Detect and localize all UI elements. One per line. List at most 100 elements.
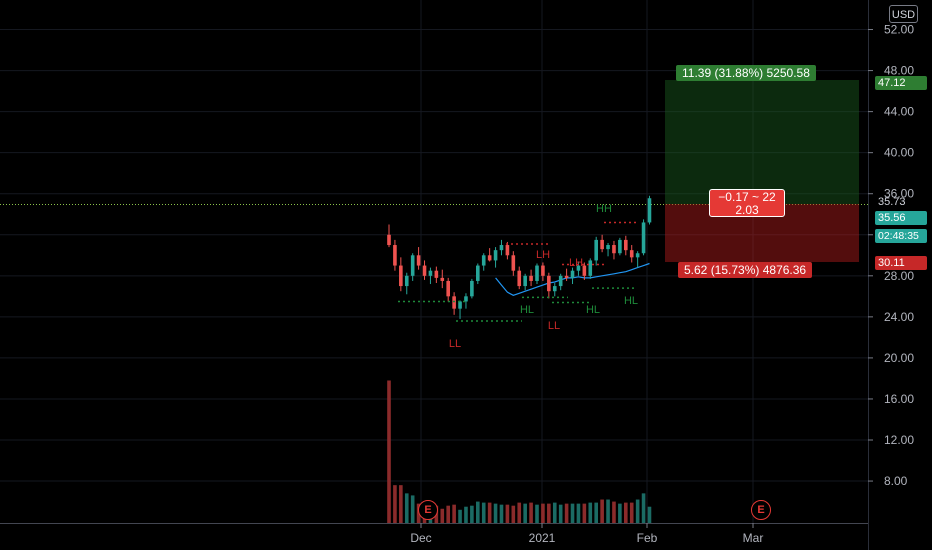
volume-bar <box>464 506 468 523</box>
candle-body[interactable] <box>493 250 498 261</box>
price-tick-label: 12.00 <box>884 433 914 447</box>
volume-bar <box>387 380 391 523</box>
volume-bar <box>535 504 539 523</box>
time-tick-label: Dec <box>410 531 431 545</box>
candle-body[interactable] <box>464 296 468 302</box>
time-tick-label: Mar <box>743 531 764 545</box>
price-axis[interactable]: 52.0048.0044.0040.0036.0032.0028.0024.00… <box>868 23 914 489</box>
volume-bar <box>493 503 498 523</box>
volume-bar <box>570 503 575 523</box>
volume-bar <box>552 502 557 523</box>
volume-bar <box>523 503 527 523</box>
candle-body[interactable] <box>387 234 391 246</box>
candle-body[interactable] <box>517 270 522 287</box>
candle-body[interactable] <box>582 265 587 276</box>
volume-bar <box>410 495 415 523</box>
volume-bar <box>558 504 563 523</box>
volume-bar <box>505 504 510 523</box>
candle-body[interactable] <box>399 265 403 287</box>
volume-bar <box>458 509 462 523</box>
candle-body[interactable] <box>570 270 575 278</box>
candle-body[interactable] <box>529 275 533 281</box>
price-tick-label: 36.00 <box>884 187 914 201</box>
candle-body[interactable] <box>470 280 474 297</box>
candle-body[interactable] <box>481 255 486 266</box>
candle-body[interactable] <box>535 265 539 281</box>
candle-body[interactable] <box>564 275 569 278</box>
volume-bar <box>606 499 610 523</box>
candle-body[interactable] <box>499 245 504 251</box>
candle-body[interactable] <box>416 255 421 266</box>
volume-bar <box>517 502 522 523</box>
volume-bar <box>612 501 616 523</box>
volume-bar <box>618 503 622 523</box>
volume-bar <box>452 504 456 523</box>
current-price-tag: 35.73 <box>878 196 906 208</box>
volume-bar <box>582 503 587 523</box>
volume-bar <box>629 502 634 523</box>
candle-body[interactable] <box>452 296 456 309</box>
price-grid <box>0 0 868 523</box>
volume-bar <box>499 504 504 523</box>
candle-body[interactable] <box>434 270 439 278</box>
candle-body[interactable] <box>552 286 557 292</box>
candle-body[interactable] <box>393 245 397 266</box>
candle-body[interactable] <box>635 253 640 258</box>
candle-body[interactable] <box>541 265 545 276</box>
position-info-box[interactable]: −0.17 ~ 22 2.03 <box>709 189 785 217</box>
candle-body[interactable] <box>641 222 646 254</box>
position-ratio: −0.17 ~ 22 <box>718 190 776 204</box>
candle-body[interactable] <box>576 265 581 271</box>
earnings-marker[interactable]: E <box>751 500 771 520</box>
volume-bar <box>547 503 551 523</box>
volume-bar <box>641 493 646 523</box>
candle-body[interactable] <box>428 270 433 276</box>
volume-bar <box>576 503 581 523</box>
candle-body[interactable] <box>547 275 551 292</box>
volume-bar <box>440 508 445 523</box>
candle-body[interactable] <box>647 198 652 223</box>
time-tick-label: Feb <box>637 531 658 545</box>
price-tick-label: 16.00 <box>884 392 914 406</box>
candle-body[interactable] <box>612 245 616 254</box>
volume-bar <box>624 502 628 523</box>
volume-bar <box>446 505 450 523</box>
candle-body[interactable] <box>487 255 492 261</box>
price-tick-label: 52.00 <box>884 23 914 37</box>
pattern-annotations: LL HL LH LL LH HL HH HL <box>398 203 638 350</box>
pattern-label: HL <box>586 304 600 316</box>
candle-body[interactable] <box>511 255 516 271</box>
currency-button[interactable]: USD <box>889 5 918 23</box>
price-tick-label: 8.00 <box>884 474 908 488</box>
candle-body[interactable] <box>600 239 604 250</box>
candlesticks <box>387 195 652 319</box>
candle-body[interactable] <box>410 255 415 276</box>
candle-body[interactable] <box>458 301 462 309</box>
candle-body[interactable] <box>422 265 427 276</box>
candle-body[interactable] <box>505 245 510 256</box>
candle-body[interactable] <box>476 265 480 281</box>
candle-body[interactable] <box>624 239 628 251</box>
volume-bar <box>476 501 480 523</box>
candle-body[interactable] <box>606 245 610 250</box>
price-tick-label: 40.00 <box>884 146 914 160</box>
price-tick-label: 44.00 <box>884 105 914 119</box>
candle-body[interactable] <box>440 277 445 281</box>
candle-body[interactable] <box>629 250 634 258</box>
price-tick-label: 48.00 <box>884 64 914 78</box>
pattern-label: HH <box>596 203 612 215</box>
volume-bar <box>635 499 640 523</box>
earnings-marker[interactable]: E <box>418 500 438 520</box>
volume-bar <box>594 502 598 523</box>
candle-body[interactable] <box>446 280 450 297</box>
time-axis[interactable]: Dec 2021 Feb Mar <box>410 523 763 545</box>
time-tick-label: 2021 <box>529 531 556 545</box>
candle-body[interactable] <box>558 275 563 287</box>
candle-body[interactable] <box>618 239 622 254</box>
price-tick-label: 24.00 <box>884 310 914 324</box>
candle-body[interactable] <box>404 275 409 287</box>
candle-body[interactable] <box>588 260 593 276</box>
candle-body[interactable] <box>523 275 527 287</box>
candle-body[interactable] <box>594 239 598 261</box>
